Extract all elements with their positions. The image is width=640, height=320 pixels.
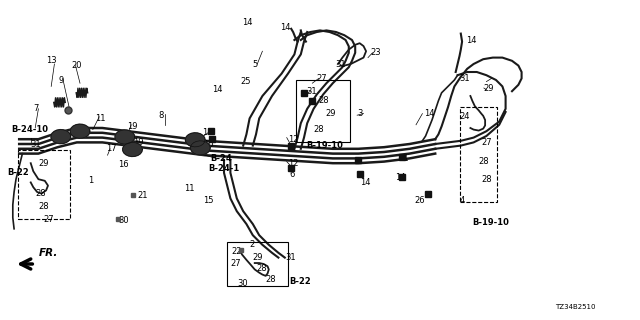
Text: 27: 27 [44,215,54,224]
Text: 31: 31 [335,60,346,68]
Text: 23: 23 [370,48,381,57]
Text: 3: 3 [357,109,362,118]
Text: 8: 8 [159,111,164,120]
Polygon shape [191,141,210,155]
Text: 28: 28 [319,96,330,105]
Text: 25: 25 [240,77,250,86]
Text: B-24-10: B-24-10 [12,125,49,134]
Text: 24: 24 [460,112,470,121]
Text: FR.: FR. [38,248,58,258]
Text: 12: 12 [288,135,298,144]
Text: 20: 20 [72,61,82,70]
Text: 14: 14 [242,18,252,27]
Bar [18,150,70,219]
Text: 11: 11 [184,184,195,193]
Text: 7: 7 [33,104,38,113]
Text: 9: 9 [59,76,64,84]
Text: 22: 22 [232,247,242,256]
Text: 11: 11 [95,114,105,123]
Text: 28: 28 [479,157,490,166]
Text: 31: 31 [31,140,42,148]
Text: 16: 16 [118,160,129,169]
Polygon shape [70,124,90,138]
Text: 14: 14 [424,109,434,118]
Text: 27: 27 [317,74,328,83]
Text: 28: 28 [35,189,46,198]
Text: 14: 14 [212,85,223,94]
Text: 21: 21 [138,191,148,200]
Text: B-24: B-24 [210,154,232,163]
Text: B-19-10: B-19-10 [306,141,343,150]
Text: 30: 30 [237,279,248,288]
Text: 19: 19 [127,122,137,131]
Text: 26: 26 [415,196,426,204]
Text: 29: 29 [483,84,493,92]
Text: 31: 31 [398,154,409,163]
Text: B-22: B-22 [289,277,311,286]
Text: 30: 30 [118,216,129,225]
Text: 28: 28 [256,264,267,273]
Text: 29: 29 [253,253,263,262]
Text: B-19-10: B-19-10 [472,218,509,227]
Text: 31: 31 [285,253,296,262]
Text: 28: 28 [314,125,324,134]
Text: B-24-1: B-24-1 [208,164,239,172]
Bar [227,242,288,286]
Text: 14: 14 [360,178,370,187]
Text: 27: 27 [481,138,492,147]
Text: 28: 28 [38,202,49,211]
Text: 13: 13 [46,56,57,65]
Text: 19: 19 [133,138,143,147]
Text: 29: 29 [325,109,335,118]
Text: 28: 28 [481,175,492,184]
Text: 6: 6 [289,170,294,179]
Text: 18: 18 [202,128,212,137]
Text: 10: 10 [204,140,214,148]
Polygon shape [123,142,142,156]
Text: 15: 15 [204,196,214,204]
Polygon shape [186,133,205,147]
Text: 12: 12 [288,159,298,168]
Polygon shape [115,130,134,144]
Text: TZ34B2510: TZ34B2510 [556,304,596,309]
Text: 5: 5 [253,60,258,68]
Text: 29: 29 [38,159,49,168]
Bar [296,80,350,142]
Text: 14: 14 [280,23,291,32]
Text: B-22: B-22 [8,168,29,177]
Text: 2: 2 [250,240,255,249]
Polygon shape [51,130,70,144]
Text: 4: 4 [460,196,465,204]
Text: 14: 14 [466,36,476,44]
Text: 14: 14 [396,173,406,182]
Text: 17: 17 [106,144,116,153]
Text: 31: 31 [460,74,470,83]
Bar [460,107,497,202]
Text: 28: 28 [266,276,276,284]
Text: 27: 27 [230,260,241,268]
Text: 31: 31 [306,87,317,96]
Text: 1: 1 [88,176,93,185]
